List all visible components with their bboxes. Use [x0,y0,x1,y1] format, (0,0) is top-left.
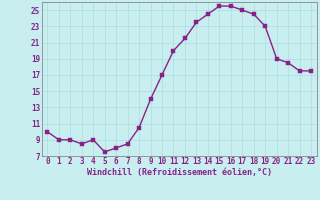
X-axis label: Windchill (Refroidissement éolien,°C): Windchill (Refroidissement éolien,°C) [87,168,272,177]
